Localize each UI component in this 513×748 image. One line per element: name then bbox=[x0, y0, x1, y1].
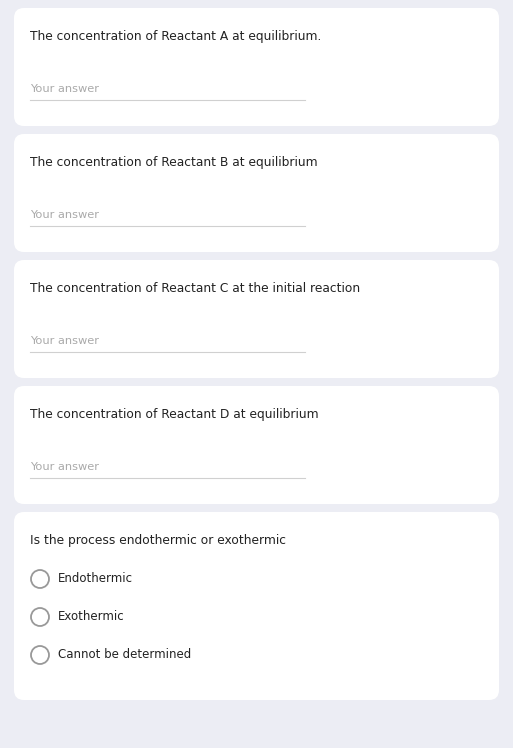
Text: Your answer: Your answer bbox=[30, 84, 99, 94]
FancyBboxPatch shape bbox=[14, 386, 499, 504]
Text: The concentration of Reactant D at equilibrium: The concentration of Reactant D at equil… bbox=[30, 408, 319, 421]
Text: Your answer: Your answer bbox=[30, 210, 99, 220]
Circle shape bbox=[31, 646, 49, 664]
Text: Exothermic: Exothermic bbox=[58, 610, 125, 624]
FancyBboxPatch shape bbox=[14, 8, 499, 126]
Circle shape bbox=[31, 570, 49, 588]
FancyBboxPatch shape bbox=[14, 134, 499, 252]
Text: The concentration of Reactant B at equilibrium: The concentration of Reactant B at equil… bbox=[30, 156, 318, 169]
Text: The concentration of Reactant A at equilibrium.: The concentration of Reactant A at equil… bbox=[30, 30, 321, 43]
FancyBboxPatch shape bbox=[14, 260, 499, 378]
Text: Cannot be determined: Cannot be determined bbox=[58, 649, 191, 661]
Text: Endothermic: Endothermic bbox=[58, 572, 133, 586]
FancyBboxPatch shape bbox=[14, 512, 499, 700]
Circle shape bbox=[31, 608, 49, 626]
Text: Your answer: Your answer bbox=[30, 462, 99, 472]
Text: Is the process endothermic or exothermic: Is the process endothermic or exothermic bbox=[30, 534, 286, 547]
Text: Your answer: Your answer bbox=[30, 336, 99, 346]
Text: The concentration of Reactant C at the initial reaction: The concentration of Reactant C at the i… bbox=[30, 282, 360, 295]
